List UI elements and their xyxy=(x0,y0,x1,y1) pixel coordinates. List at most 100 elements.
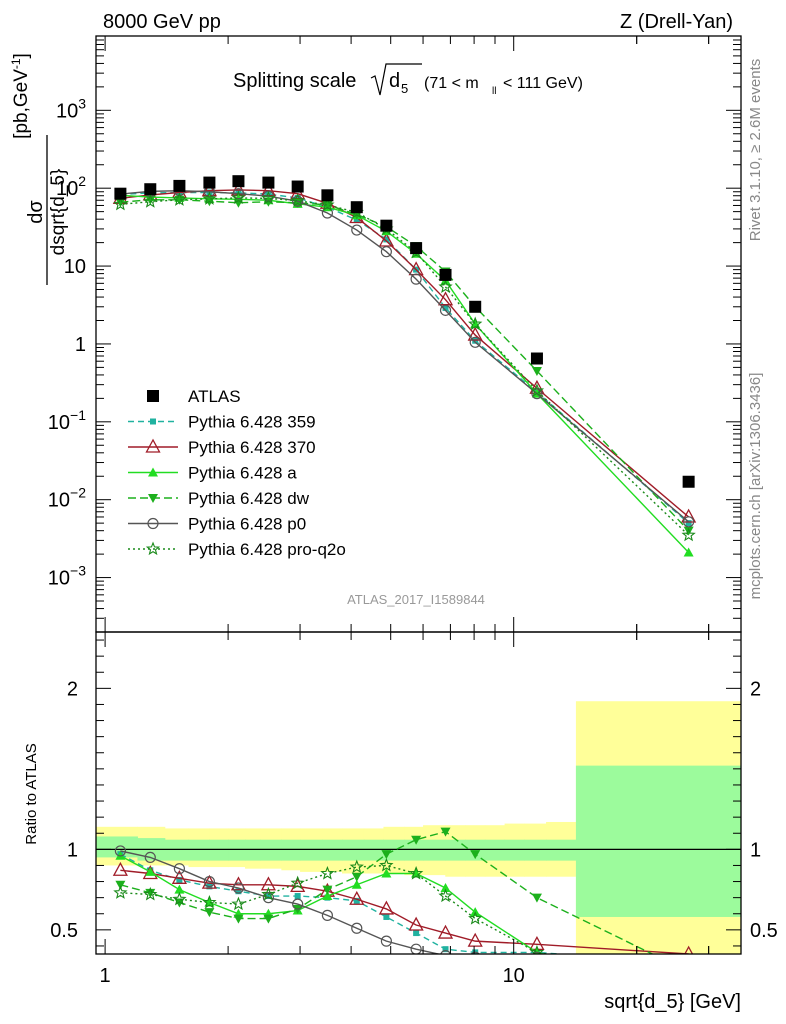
axis-ticks xyxy=(96,35,741,954)
series-5-ratio-point xyxy=(292,898,304,910)
series-1-ratio-point xyxy=(294,893,301,900)
series-4-ratio-point xyxy=(684,968,694,977)
legend-label: Pythia 6.428 p0 xyxy=(188,515,306,534)
series-4-ratio-point xyxy=(322,885,333,895)
legend-marker xyxy=(148,467,158,477)
legend-label: Pythia 6.428 pro-q2o xyxy=(188,540,346,559)
ratio-y-tick-label-right: 2 xyxy=(750,678,761,700)
ratio-y-tick-label-right: 0.5 xyxy=(750,920,778,942)
atlas-data-point xyxy=(682,475,695,488)
series-2-main-point xyxy=(378,232,394,247)
ratio-y-tick-label-left: 0.5 xyxy=(50,920,78,942)
inner-band-bin xyxy=(423,839,446,861)
atlas-data-point xyxy=(291,180,304,193)
title-subscript: 5 xyxy=(401,81,408,96)
legend-marker xyxy=(145,541,161,556)
y-tick-label: 10 xyxy=(64,256,86,278)
legend-label: Pythia 6.428 359 xyxy=(188,413,316,432)
series-4-ratio-point xyxy=(440,827,451,837)
series-5-main-point xyxy=(439,304,452,316)
series-1-ratio-point xyxy=(176,876,183,883)
x-axis-label: sqrt{d_5} [GeV] xyxy=(604,991,741,1013)
y-tick-label: 102 xyxy=(56,173,86,200)
legend-label: Pythia 6.428 dw xyxy=(188,489,310,508)
series-4-ratio-point xyxy=(145,888,156,898)
series-6-ratio-point xyxy=(143,886,158,901)
atlas-data-point xyxy=(232,175,245,188)
series-4-ratio-point xyxy=(115,880,126,890)
series-4-ratio-point xyxy=(204,908,215,918)
series-5-ratio-point xyxy=(173,863,186,875)
series-5-main-point xyxy=(469,336,481,348)
series-6-ratio-point xyxy=(261,886,276,901)
y-tick-label: 10−1 xyxy=(48,407,86,434)
series-3-ratio-point xyxy=(115,850,126,860)
svg-text:dσ: dσ xyxy=(25,200,47,224)
series-4-ratio-point xyxy=(470,850,481,860)
series-5-ratio-point xyxy=(321,909,334,921)
legend: ATLAS Pythia 6.428 359 Pythia 6.428 370 Pyt… xyxy=(128,387,346,559)
x-tick-label: 10 xyxy=(503,965,525,987)
series-6-ratio-point xyxy=(202,894,217,909)
atlas-data-point xyxy=(321,189,334,202)
ratio-panel-frame xyxy=(95,631,742,955)
series-2-ratio-point xyxy=(684,945,694,954)
process-label: Z (Drell-Yan) xyxy=(620,11,733,33)
legend-marker xyxy=(147,517,159,530)
series-5-main-point xyxy=(683,516,695,528)
series-5-ratio-point xyxy=(410,943,422,954)
series-5-main-point xyxy=(232,188,245,200)
series-5-ratio-point xyxy=(440,950,451,954)
legend-marker xyxy=(147,390,159,402)
series-1-main-point xyxy=(685,520,692,527)
series-1-ratio-point xyxy=(413,930,420,937)
series-5-ratio-point xyxy=(532,951,542,954)
ratio-y-tick-label-left: 1 xyxy=(67,839,78,861)
title-range-open: (71 < m xyxy=(424,75,479,92)
series-3-ratio-point xyxy=(174,884,185,894)
sqrt-symbol xyxy=(370,63,422,96)
series-1-ratio-point xyxy=(686,961,692,967)
series-6-main-line xyxy=(120,197,690,536)
series-2-ratio-point xyxy=(112,861,128,876)
series-5-ratio-point xyxy=(351,922,363,934)
series-1-main-point xyxy=(294,194,301,201)
series-2-ratio-point xyxy=(437,924,454,939)
atlas-data-point xyxy=(114,187,127,200)
inner-band-bin xyxy=(363,839,384,861)
title-symbol: d xyxy=(389,70,400,92)
series-6-main-point xyxy=(172,192,187,206)
series-6-main-point xyxy=(320,197,335,211)
ratio-y-tick-label-right: 1 xyxy=(750,839,761,861)
inner-band-bin xyxy=(322,839,343,861)
series-6-ratio-point xyxy=(529,944,545,954)
series-5-ratio-point xyxy=(470,951,480,954)
inner-band-bin xyxy=(575,765,741,917)
series-6-main-point xyxy=(529,383,545,397)
series-5-ratio-point xyxy=(232,882,245,894)
inner-band-bin xyxy=(260,839,282,861)
inner-band-bin xyxy=(484,839,506,861)
legend-label: Pythia 6.428 a xyxy=(188,464,297,483)
energy-label: 8000 GeV pp xyxy=(103,11,221,33)
inner-band-bin xyxy=(524,839,547,861)
title-range-sub: ll xyxy=(492,86,496,97)
series-6-main-point xyxy=(261,190,276,205)
inner-band-bin xyxy=(228,839,246,861)
series-2-main-point xyxy=(681,508,697,523)
series-2-main-point xyxy=(437,291,454,306)
svg-text:dsqrt{d_5}: dsqrt{d_5} xyxy=(48,169,69,256)
series-4-ratio-point xyxy=(263,914,274,924)
atlas-data-point xyxy=(410,242,423,255)
series-1-ratio-point xyxy=(383,913,390,920)
series-1-ratio-point xyxy=(442,946,449,953)
atlas-data-point xyxy=(144,183,157,196)
series-5-ratio-point xyxy=(262,892,275,904)
series-2-ratio-point xyxy=(171,869,187,884)
y-tick-label: 103 xyxy=(56,95,86,122)
legend-marker xyxy=(148,494,158,503)
inner-band-bin xyxy=(209,839,229,861)
title-range-close: < 111 GeV) xyxy=(503,75,583,92)
series-1-main-point xyxy=(442,304,449,311)
series-3-ratio-point xyxy=(381,868,392,878)
